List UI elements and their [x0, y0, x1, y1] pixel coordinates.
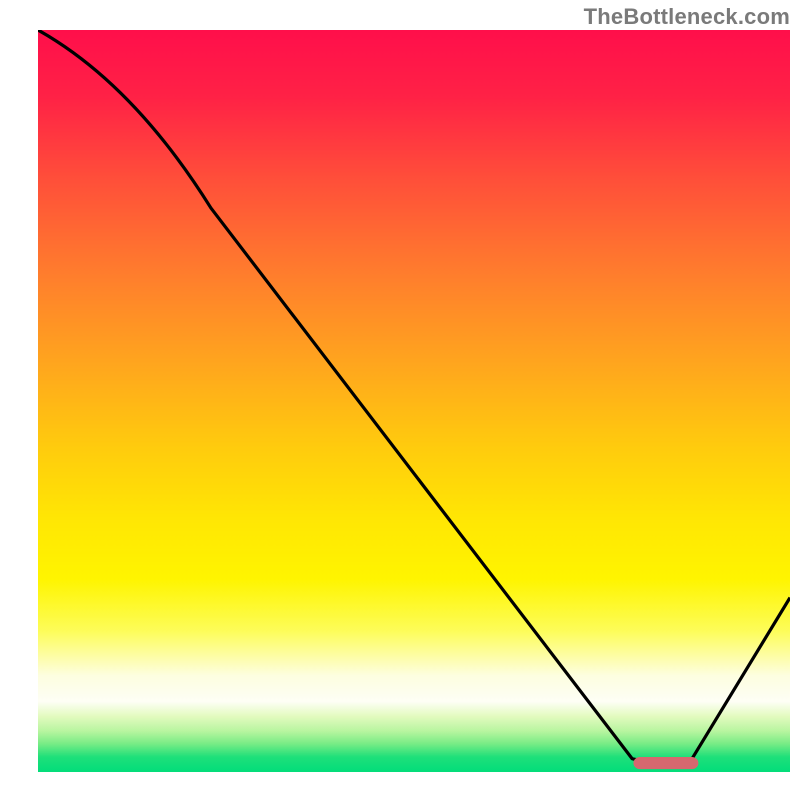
- series-line: [38, 30, 790, 765]
- chart-area: [38, 30, 790, 772]
- chart-overlay: [38, 30, 790, 772]
- watermark-text: TheBottleneck.com: [584, 4, 790, 30]
- valley-marker: [634, 758, 698, 769]
- root: TheBottleneck.com: [0, 0, 800, 800]
